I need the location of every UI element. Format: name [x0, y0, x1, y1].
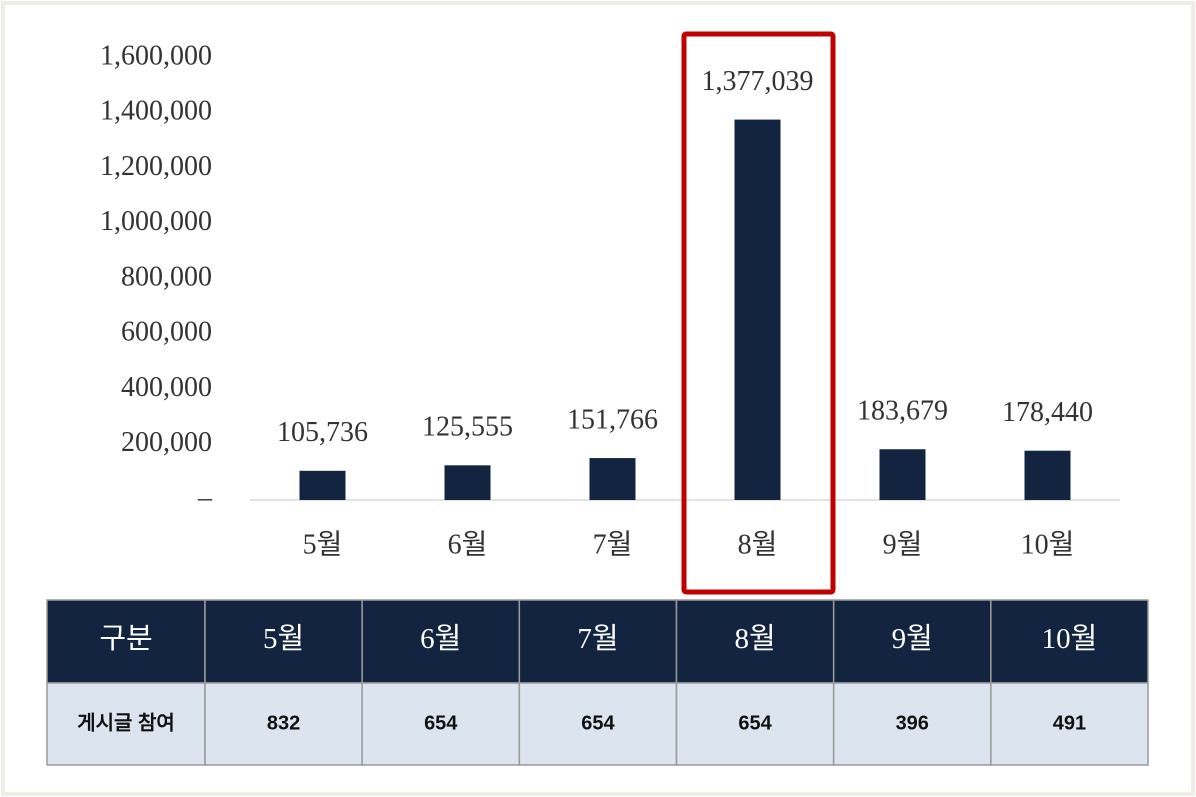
data-label: 183,679 — [857, 396, 948, 427]
y-tick-label: 400,000 — [121, 372, 212, 403]
bar — [444, 465, 491, 500]
body-cell — [675, 682, 835, 766]
data-label: 178,440 — [1002, 397, 1093, 428]
x-tick-label: 9월 — [883, 528, 923, 560]
bar — [589, 458, 636, 500]
data-label: 151,766 — [567, 404, 658, 435]
x-tick-label: 5월 — [303, 528, 343, 560]
x-tick-label: 7월 — [593, 528, 633, 560]
body-cell — [46, 682, 206, 766]
plot: – 200,000 400,000 600,000 800,000 1,000,000 1,… — [100, 40, 1093, 560]
cell-text: 832 — [267, 712, 300, 734]
data-label: 125,555 — [422, 412, 513, 443]
data-label: 105,736 — [277, 417, 368, 448]
header-cell — [46, 599, 206, 684]
body-cell — [204, 682, 363, 766]
x-tick-label: 10월 — [1021, 528, 1075, 560]
y-tick-label: 1,400,000 — [100, 96, 212, 127]
header-text: 6월 — [420, 622, 461, 655]
cell-text: 654 — [424, 712, 458, 734]
bar — [879, 449, 926, 500]
cell-text: 396 — [896, 712, 929, 734]
y-tick-label: 600,000 — [121, 317, 212, 348]
header-text: 8월 — [734, 622, 775, 655]
header-cell — [832, 599, 992, 684]
header-text: 10월 — [1042, 622, 1098, 655]
y-tick-label: 800,000 — [121, 261, 212, 292]
header-cell — [990, 599, 1149, 684]
cell-text: 654 — [738, 712, 772, 734]
header-text: 9월 — [892, 622, 933, 655]
x-tick-label: 6월 — [448, 528, 488, 560]
y-tick-label: 1,200,000 — [100, 151, 212, 182]
header-cell — [361, 599, 521, 684]
x-tick-label: 8월 — [738, 528, 778, 560]
header-text: 구분 — [99, 623, 152, 655]
bar — [299, 470, 346, 500]
y-tick-label: 1,000,000 — [100, 206, 212, 237]
header-text: 7월 — [577, 622, 618, 655]
body-cell — [990, 682, 1149, 766]
body-cell — [832, 682, 992, 766]
data-label: 1,377,039 — [702, 66, 814, 97]
cell-text: 654 — [581, 712, 615, 734]
bar — [734, 119, 781, 500]
body-cell — [361, 682, 521, 766]
cell-text: 491 — [1053, 712, 1086, 734]
highlight-box — [681, 31, 836, 595]
y-tick-label: 200,000 — [121, 427, 212, 458]
body-cell — [518, 682, 678, 766]
header-text: 5월 — [263, 622, 304, 655]
cell-text: 게시글 참여 — [77, 711, 175, 734]
y-tick-label: 1,600,000 — [100, 40, 212, 71]
header-cell — [675, 599, 835, 684]
y-tick-label: – — [197, 482, 213, 513]
bar — [1024, 450, 1071, 500]
